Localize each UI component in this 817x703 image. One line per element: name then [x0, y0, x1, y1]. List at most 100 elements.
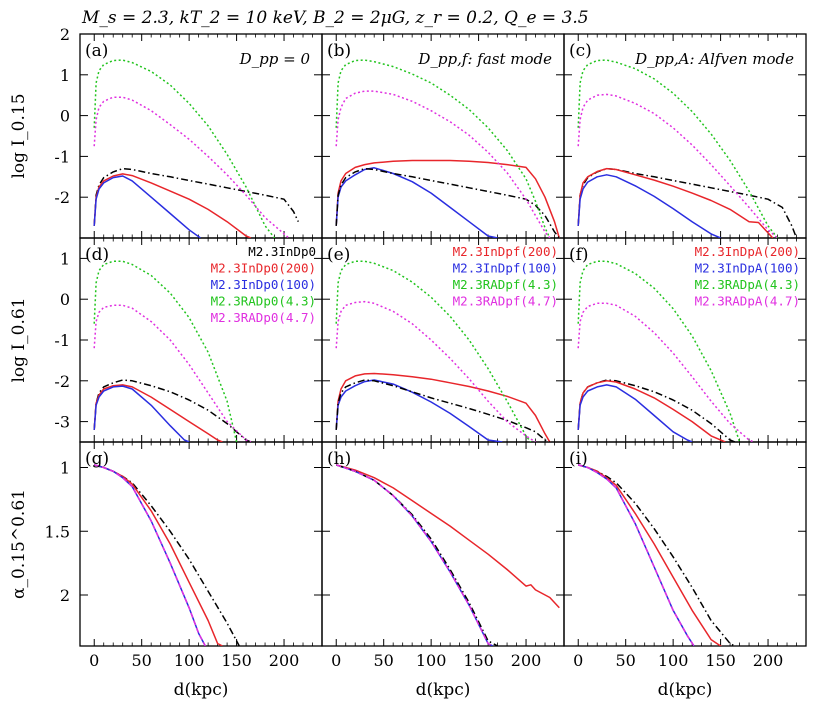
legend-entry: M2.3RADpf(4.7) — [453, 294, 558, 309]
series-line — [335, 464, 494, 646]
x-tick-label: 200 — [753, 651, 784, 670]
y-tick-label: 1.5 — [45, 522, 70, 541]
x-tick-label: 150 — [221, 651, 252, 670]
panel-letter: (b) — [327, 41, 351, 61]
legend-entry: M2.3InDpf(200) — [453, 244, 558, 259]
series-line — [94, 464, 206, 646]
panel-a-curves — [93, 59, 299, 238]
panel-h-curves — [335, 464, 560, 646]
series-line — [335, 300, 536, 442]
series-line — [577, 380, 726, 442]
panel-note: D_pp,A: Alfven mode — [634, 50, 794, 68]
panel-b-curves — [335, 59, 561, 238]
legend-entry: M2.3InDp0 — [248, 244, 316, 259]
panel-letter: (d) — [85, 245, 109, 265]
x-axis-label: d(kpc) — [658, 680, 713, 700]
series-line — [93, 385, 190, 442]
panel-i-curves — [578, 464, 736, 646]
x-tick-label: 50 — [374, 651, 394, 670]
y-tick-label: 1 — [60, 66, 70, 85]
y-tick-label: 0 — [60, 107, 70, 126]
x-tick-label: 50 — [132, 651, 152, 670]
series-line — [94, 464, 261, 646]
panel-letter: (f) — [569, 245, 589, 265]
panel-letter: (g) — [85, 449, 109, 469]
series-line — [577, 93, 778, 238]
panel-letter: (c) — [569, 41, 592, 61]
series-line — [577, 174, 721, 238]
series-line — [336, 464, 560, 609]
y-axis-label: log I_0.61 — [9, 297, 29, 382]
y-tick-label: -3 — [54, 413, 70, 432]
x-tick-label: 200 — [269, 651, 300, 670]
series-line — [93, 379, 252, 442]
panel-letter: (a) — [85, 41, 108, 61]
y-axis-label: log I_0.15 — [9, 93, 29, 178]
x-tick-label: 200 — [511, 651, 542, 670]
panel-letter: (i) — [569, 449, 588, 469]
series-line — [335, 59, 551, 238]
figure-title: M_s = 2.3, kT_2 = 10 keV, B_2 = 2μG, z_r… — [81, 8, 589, 28]
x-tick-label: 0 — [573, 651, 583, 670]
x-tick-label: 0 — [331, 651, 341, 670]
series-line — [93, 304, 252, 442]
panel-note: D_pp = 0 — [239, 50, 311, 68]
series-line — [335, 167, 498, 238]
series-line — [335, 464, 494, 646]
panel-f-curves — [577, 260, 755, 442]
y-tick-label: 2 — [60, 586, 70, 605]
y-tick-label: -2 — [54, 372, 70, 391]
y-tick-label: -1 — [54, 331, 70, 350]
series-line — [577, 59, 779, 238]
panel-d-curves — [93, 260, 252, 442]
series-line — [335, 167, 560, 238]
series-line — [578, 464, 736, 646]
legend-entry: M2.3RADp0(4.7) — [211, 310, 316, 325]
y-axis-label: α_0.15^0.61 — [9, 489, 29, 599]
panel-c-curves — [577, 59, 798, 238]
x-tick-label: 100 — [416, 651, 447, 670]
series-line — [93, 167, 299, 226]
series-line — [578, 464, 695, 646]
series-line — [577, 379, 736, 442]
series-line — [94, 464, 223, 646]
panel-g-curves — [94, 464, 261, 646]
series-line — [578, 464, 695, 646]
panel-letter: (h) — [327, 449, 351, 469]
series-line — [93, 384, 223, 442]
series-line — [93, 175, 201, 238]
curves — [93, 59, 798, 646]
panel-note: D_pp,f: fast mode — [417, 50, 552, 68]
x-tick-label: 100 — [658, 651, 689, 670]
y-tick-label: 0 — [60, 290, 70, 309]
panel-letter: (e) — [327, 245, 350, 265]
x-tick-label: 50 — [616, 651, 636, 670]
y-tick-label: 1 — [60, 459, 70, 478]
y-tick-label: 1 — [60, 249, 70, 268]
panel-frame — [563, 441, 807, 647]
legend-entry: M2.3RADp0(4.3) — [211, 294, 316, 309]
series-line — [335, 260, 532, 442]
legend-entry: M2.3RADpA(4.3) — [695, 277, 800, 292]
legend-entry: M2.3RADpA(4.7) — [695, 294, 800, 309]
series-line — [335, 379, 503, 442]
x-axis-label: d(kpc) — [416, 680, 471, 700]
series-line — [93, 59, 276, 238]
series-line — [577, 167, 774, 238]
series-line — [93, 260, 238, 442]
series-line — [94, 464, 206, 646]
x-tick-label: 100 — [174, 651, 205, 670]
legend-entry: M2.3InDpA(100) — [695, 261, 800, 276]
x-tick-label: 150 — [705, 651, 736, 670]
panel-e-curves — [335, 260, 551, 442]
series-line — [335, 372, 551, 442]
x-tick-label: 150 — [463, 651, 494, 670]
legend-entry: M2.3InDp0(200) — [211, 261, 316, 276]
legend-entry: M2.3InDp0(100) — [211, 277, 316, 292]
y-tick-label: -1 — [54, 147, 70, 166]
legend-entry: M2.3InDpA(200) — [695, 244, 800, 259]
y-tick-label: -2 — [54, 188, 70, 207]
panel-frames — [79, 33, 807, 647]
